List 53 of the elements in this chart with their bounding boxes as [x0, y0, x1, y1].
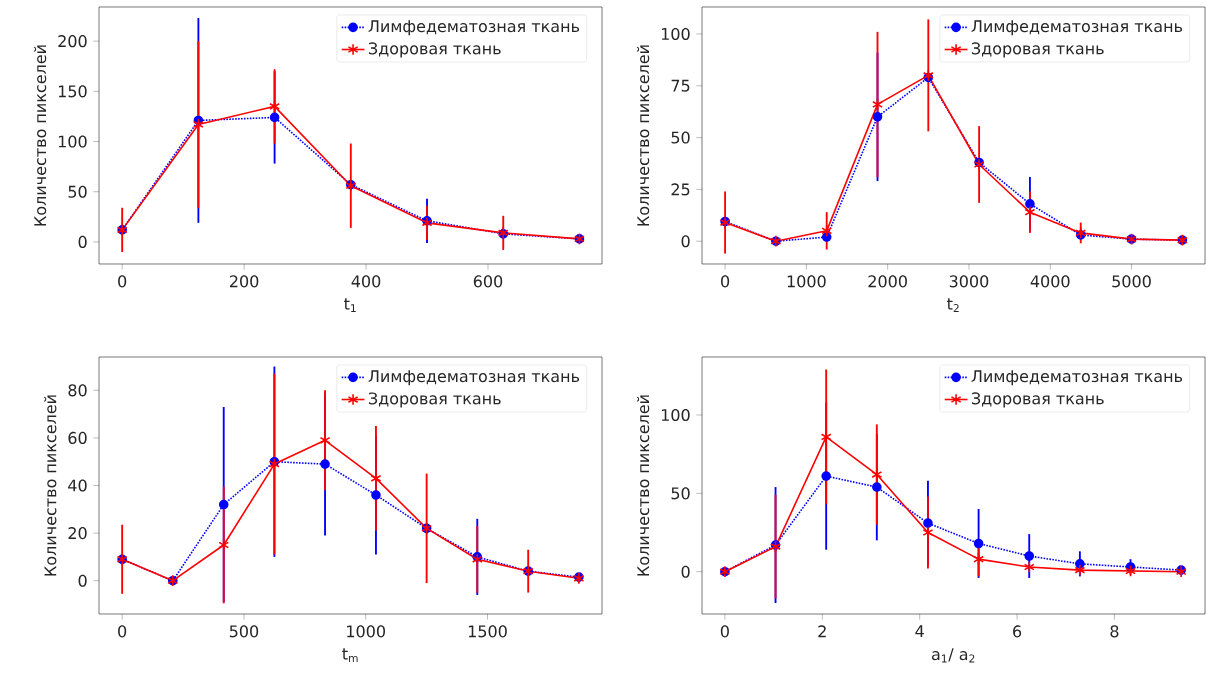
x-tick-label: 5000	[1112, 275, 1151, 288]
x-tick-label: 1000	[787, 275, 826, 288]
x-axis-title: t$_{m}$	[342, 648, 358, 662]
x-tick-label: 2000	[868, 275, 907, 288]
x-tick-label: 4	[915, 625, 924, 637]
x-tick-label: 200	[230, 275, 259, 288]
y-tick-label: 40	[68, 479, 87, 492]
y-axis-title: Количество пикселей	[636, 45, 650, 226]
x-tick-label: 2	[818, 625, 826, 638]
y-tick-label: 80	[68, 384, 87, 397]
legend-label: Здоровая ткань	[971, 42, 1104, 58]
y-tick-label: 150	[58, 85, 87, 98]
y-tick-label: 0	[78, 574, 87, 587]
y-tick-label: 0	[681, 235, 690, 248]
y-tick-label: 60	[68, 431, 87, 444]
legend-label: Лимфедематозная ткань	[971, 20, 1183, 36]
legend-label: Здоровая ткань	[368, 392, 501, 408]
x-axis-title: t$_{2}$	[947, 298, 959, 312]
y-tick-label: 0	[681, 565, 690, 578]
x-axis-title: t$_{1}$	[344, 298, 356, 312]
y-tick-label: 0	[78, 235, 87, 248]
y-axis-title: Количество пикселей	[33, 45, 47, 226]
legend-label: Лимфедематозная ткань	[368, 370, 580, 386]
x-tick-label: 0	[118, 625, 127, 638]
y-tick-label: 100	[661, 408, 690, 422]
x-tick-label: 400	[351, 275, 381, 288]
y-tick-label: 20	[68, 527, 87, 540]
legend-label: Лимфедематозная ткань	[971, 370, 1183, 386]
y-tick-label: 100	[661, 27, 690, 40]
x-tick-label: 0	[118, 275, 127, 288]
x-tick-label: 1500	[468, 625, 507, 638]
x-tick-label: 1000	[347, 625, 386, 638]
x-tick-label: 600	[473, 275, 503, 288]
y-tick-label: 25	[671, 183, 690, 196]
y-tick-label: 50	[68, 185, 87, 198]
y-tick-label: 75	[671, 79, 690, 92]
legend-label: Здоровая ткань	[971, 392, 1104, 408]
x-tick-label: 0	[720, 625, 729, 638]
y-tick-label: 50	[671, 487, 690, 500]
x-tick-label: 4000	[1030, 275, 1070, 288]
x-tick-label: 8	[1110, 625, 1119, 638]
legend-label: Лимфедематозная ткань	[368, 20, 580, 36]
x-tick-label: 500	[229, 625, 259, 638]
x-tick-label: 0	[721, 275, 730, 288]
x-tick-label: 3000	[949, 275, 989, 288]
x-axis-title: a$_{1}$/ a$_{2}$	[931, 648, 975, 663]
y-axis-title: Количество пикселей	[44, 395, 57, 576]
y-tick-label: 100	[58, 135, 87, 148]
y-tick-label: 50	[671, 131, 690, 144]
x-tick-label: 6	[1013, 625, 1022, 638]
y-axis-title: Количество пикселей	[636, 395, 650, 576]
legend-label: Здоровая ткань	[368, 42, 501, 58]
y-tick-label: 200	[58, 35, 87, 48]
